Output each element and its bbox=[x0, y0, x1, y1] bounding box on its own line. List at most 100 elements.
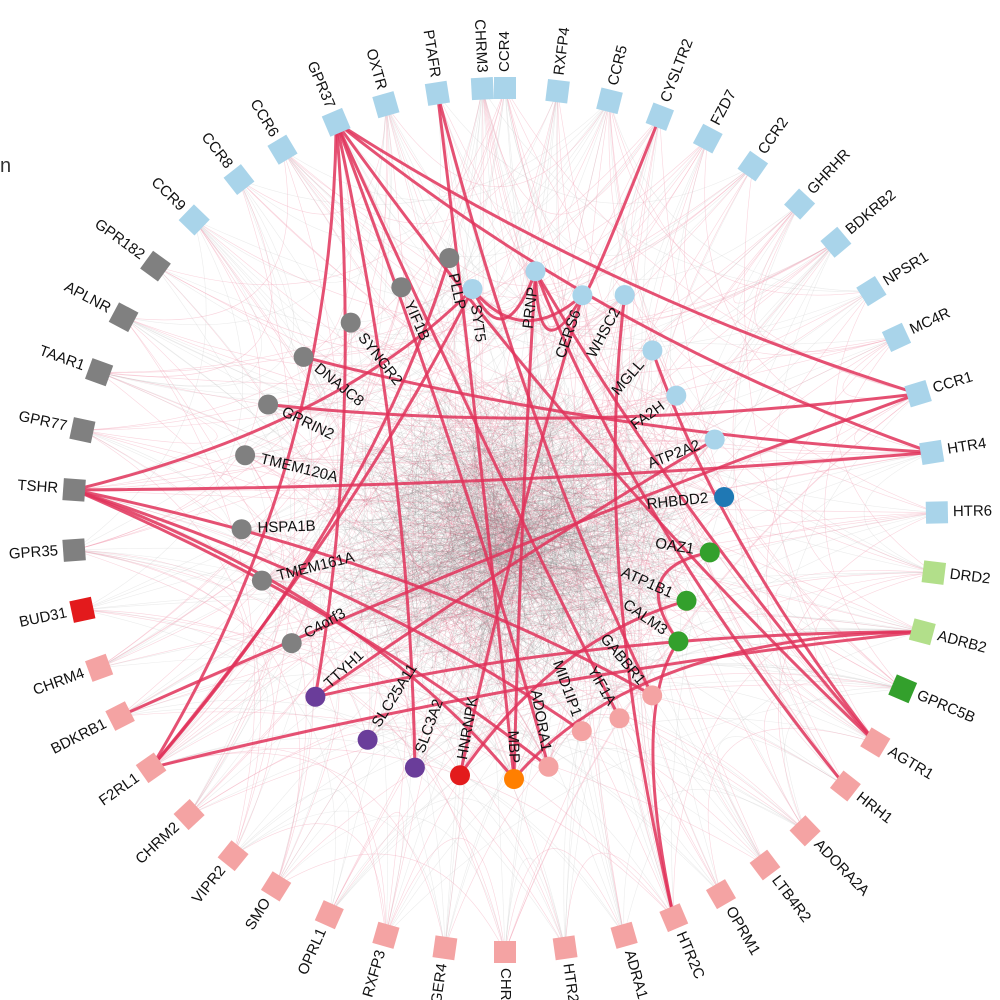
node-ccr8[interactable]: CCR8 bbox=[198, 129, 255, 196]
hairball-edge bbox=[571, 510, 643, 528]
node-hnrnpk[interactable]: HNRNPK bbox=[450, 696, 482, 786]
hairball-edge bbox=[447, 514, 578, 656]
node-chrm4[interactable]: CHRM4 bbox=[31, 653, 114, 699]
hairball-edge bbox=[385, 488, 503, 636]
hairball-edge bbox=[398, 444, 532, 452]
node-aplnr[interactable]: APLNR bbox=[61, 278, 139, 333]
node-ltb4r2[interactable]: LTB4R2 bbox=[749, 849, 815, 926]
node-ghrhr[interactable]: GHRHR bbox=[784, 146, 854, 220]
background-edge bbox=[282, 149, 725, 498]
hairball-edge bbox=[618, 531, 657, 540]
node-bdkrb2[interactable]: BDKRB2 bbox=[820, 186, 899, 258]
node-label: OXTR bbox=[362, 47, 390, 92]
node-gpr35[interactable]: GPR35 bbox=[8, 538, 86, 563]
node-cysltr2[interactable]: CYSLTR2 bbox=[645, 37, 697, 131]
node-marker bbox=[235, 445, 256, 466]
node-marker bbox=[85, 358, 114, 387]
hairball-edge bbox=[548, 489, 556, 648]
node-smo[interactable]: SMO bbox=[242, 871, 292, 933]
node-chrm5[interactable]: CHRM5 bbox=[494, 941, 516, 1000]
node-htr2b[interactable]: HTR2B bbox=[552, 935, 583, 1000]
node-htr4[interactable]: HTR4 bbox=[919, 435, 987, 465]
node-rxfp4[interactable]: RXFP4 bbox=[545, 26, 573, 104]
node-htr2c[interactable]: HTR2C bbox=[659, 903, 708, 982]
node-drd2[interactable]: DRD2 bbox=[921, 560, 992, 587]
hairball-edge bbox=[520, 560, 629, 633]
node-prnp[interactable]: PRNP bbox=[520, 261, 546, 330]
node-chrm3[interactable]: CHRM3 bbox=[470, 19, 494, 101]
hairball-edge bbox=[331, 517, 461, 550]
node-tshr[interactable]: TSHR bbox=[17, 477, 86, 502]
hairball-edge bbox=[321, 491, 589, 528]
node-rxfp3[interactable]: RXFP3 bbox=[359, 921, 400, 1000]
hairball-edge bbox=[513, 567, 591, 571]
node-vipr2[interactable]: VIPR2 bbox=[189, 840, 249, 907]
node-mc4r[interactable]: MC4R bbox=[881, 304, 953, 353]
node-label: GHRHR bbox=[804, 146, 854, 198]
background-edge bbox=[119, 680, 268, 815]
node-gpr37[interactable]: GPR37 bbox=[303, 59, 351, 137]
node-bud31[interactable]: BUD31 bbox=[18, 596, 96, 631]
hairball-edge bbox=[486, 482, 533, 559]
background-edge bbox=[315, 651, 583, 732]
node-gpr182[interactable]: GPR182 bbox=[91, 216, 171, 282]
node-label: CHRM2 bbox=[132, 819, 183, 868]
node-ccr1[interactable]: CCR1 bbox=[904, 368, 975, 408]
hairball-edge bbox=[510, 473, 649, 551]
node-bdkrb1[interactable]: BDKRB1 bbox=[48, 701, 135, 758]
node-ccr9[interactable]: CCR9 bbox=[148, 174, 210, 236]
hairball-edge bbox=[348, 452, 421, 593]
node-oprm1[interactable]: OPRM1 bbox=[705, 879, 764, 958]
hairball-edge bbox=[493, 566, 630, 585]
node-label: CHRM4 bbox=[31, 665, 87, 699]
node-htr6[interactable]: HTR6 bbox=[925, 501, 992, 524]
node-chrm2[interactable]: CHRM2 bbox=[132, 799, 205, 868]
node-gpr77[interactable]: GPR77 bbox=[17, 408, 96, 444]
background-edge bbox=[82, 587, 687, 611]
hairball-edge bbox=[458, 489, 685, 545]
node-mbp[interactable]: MBP bbox=[504, 730, 524, 789]
node-label: GPRC5B bbox=[914, 687, 977, 727]
hairball-edge bbox=[419, 505, 427, 569]
node-hspa1b[interactable]: HSPA1B bbox=[231, 518, 316, 540]
hairball-edge bbox=[398, 531, 461, 582]
node-oxtr[interactable]: OXTR bbox=[362, 47, 400, 119]
node-agtr1[interactable]: AGTR1 bbox=[860, 727, 937, 783]
node-ccr5[interactable]: CCR5 bbox=[596, 43, 631, 115]
hairball-edge bbox=[379, 549, 444, 595]
node-f2rl1[interactable]: F2RL1 bbox=[96, 752, 167, 809]
hairball-edge bbox=[511, 558, 548, 589]
node-label: CCR6 bbox=[246, 96, 282, 140]
hairball-edge bbox=[509, 518, 684, 535]
node-ptafr[interactable]: PTAFR bbox=[420, 29, 450, 106]
node-tmem120a[interactable]: TMEM120A bbox=[235, 445, 340, 486]
hairball-edge bbox=[424, 616, 547, 672]
node-fzd7[interactable]: FZD7 bbox=[692, 87, 740, 154]
hairball-edge bbox=[620, 566, 665, 646]
hairball-edge bbox=[611, 529, 660, 638]
node-ccr6[interactable]: CCR6 bbox=[246, 96, 298, 165]
hairball-edge bbox=[367, 426, 568, 526]
hairball-edge bbox=[456, 540, 508, 568]
hairball-edge bbox=[472, 379, 534, 403]
node-hrh1[interactable]: HRH1 bbox=[829, 770, 896, 828]
node-ccr4[interactable]: CCR4 bbox=[494, 31, 516, 99]
hairball-edge bbox=[366, 504, 428, 552]
background-edge bbox=[504, 87, 800, 280]
node-adora2a[interactable]: ADORA2A bbox=[789, 815, 873, 899]
background-edge bbox=[863, 452, 934, 573]
node-ptger4[interactable]: PTGER4 bbox=[425, 935, 458, 1000]
hairball-edge bbox=[632, 493, 678, 528]
background-edge bbox=[335, 122, 653, 351]
node-adra1a[interactable]: ADRA1A bbox=[610, 921, 654, 1000]
hairball-edge bbox=[444, 557, 543, 565]
node-syt5[interactable]: SYT5 bbox=[462, 279, 489, 343]
background-edge bbox=[704, 138, 932, 453]
background-edge bbox=[123, 317, 387, 936]
node-taar1[interactable]: TAAR1 bbox=[37, 342, 114, 387]
node-ccr2[interactable]: CCR2 bbox=[737, 114, 792, 182]
node-gprc5b[interactable]: GPRC5B bbox=[888, 674, 978, 727]
node-adrb2[interactable]: ADRB2 bbox=[908, 618, 989, 657]
node-oprl1[interactable]: OPRL1 bbox=[295, 900, 344, 977]
node-npsr1[interactable]: NPSR1 bbox=[856, 248, 932, 307]
